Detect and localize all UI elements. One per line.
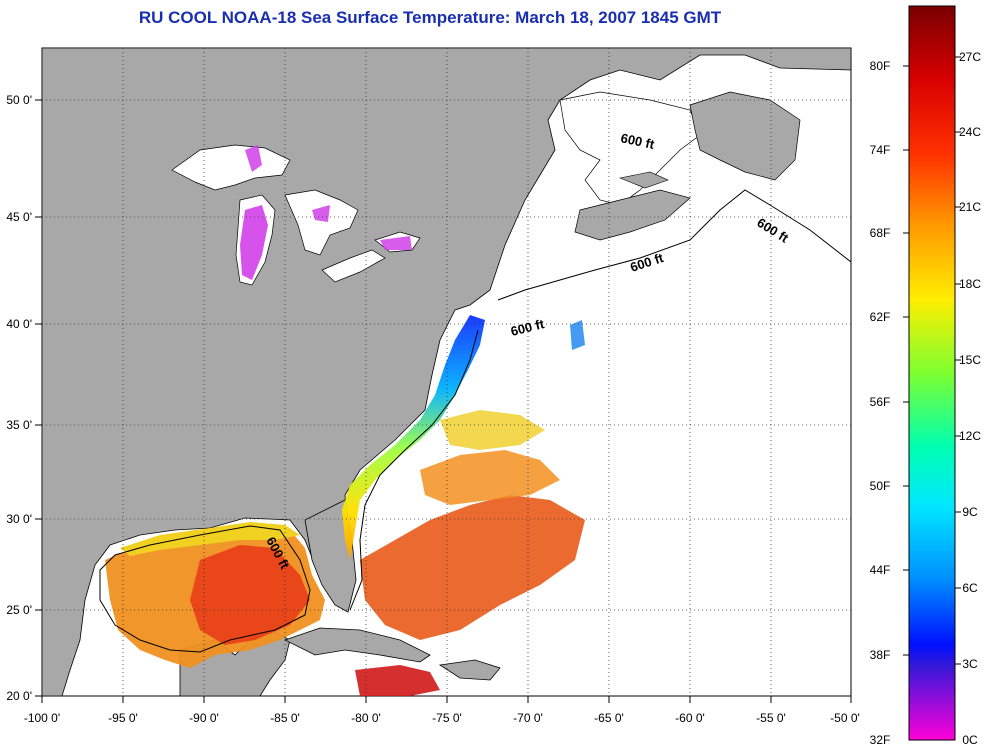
sst-yellow-patches [440,410,545,450]
sst-lake-ontario [380,236,412,250]
nova-scotia [574,189,691,241]
sst-gulf-north-shelf [120,522,300,556]
sst-caribbean-warm [355,665,440,696]
colorbar-f-label-50: 50F [870,479,891,493]
lat-label-25n: 25 0' [6,603,32,617]
sst-small-cold-patch [570,320,585,350]
sst-lake-huron [312,205,330,222]
colorbar-f-label-56: 56F [870,395,891,409]
lon-label-80w: -80 0' [351,711,381,725]
lat-label-35n: 35 0' [6,418,32,432]
map-title: RU COOL NOAA-18 Sea Surface Temperature:… [138,8,722,27]
map-layers [42,48,851,696]
colorbar-f-label-32: 32F [870,733,891,747]
colorbar-f-label-74: 74F [870,143,891,157]
lon-label-60w: -60 0' [675,711,705,725]
colorbar-c-label-27: 27C [959,50,981,64]
sst-sargasso-patches [420,450,560,505]
colorbar-ticks [903,56,961,665]
sst-gulf-warm-core [190,545,310,645]
lake-erie [321,249,386,283]
lon-label-50w: -50 0' [830,711,860,725]
graticule [42,48,851,696]
lat-label-30n: 30 0' [6,512,32,526]
colorbar-c-label-3: 3C [962,657,978,671]
isobath-600ft-gulf [99,525,311,653]
sst-gulf-stream [360,495,585,640]
colorbar-f-label-80: 80F [870,59,891,73]
lake-huron [284,189,359,256]
colorbar-c-label-18: 18C [959,277,981,291]
newfoundland [689,91,801,181]
colorbar-f-label-44: 44F [870,563,891,577]
lon-label-70w: -70 0' [513,711,543,725]
lon-label-100w: -100 0' [24,711,60,725]
cuba [283,627,431,663]
colorbar-c-label-24: 24C [959,125,981,139]
axis-ticks [35,99,852,703]
colorbar-f-label-68: 68F [870,226,891,240]
gulf-st-lawrence [559,91,701,206]
colorbar-c-label-15: 15C [959,353,981,367]
sst-lake-michigan [240,205,268,280]
lake-superior [171,144,291,191]
isobath-600ft-southeast [349,329,479,611]
colorbar-c-label-0: 0C [962,733,978,747]
colorbar [908,5,956,741]
lat-label-50n: 50 0' [6,93,32,107]
hispaniola [438,659,501,681]
colorbar-c-label-12: 12C [959,429,981,443]
colorbar-f-label-38: 38F [870,648,891,662]
colorbar-c-label-9: 9C [962,505,978,519]
pei [618,171,669,189]
lon-label-65w: -65 0' [594,711,624,725]
lon-label-90w: -90 0' [189,711,219,725]
lat-label-45n: 45 0' [6,210,32,224]
contour-label-600ft-1: 600 ft [619,130,656,152]
lon-label-75w: -75 0' [432,711,462,725]
lon-label-85w: -85 0' [270,711,300,725]
lon-label-95w: -95 0' [108,711,138,725]
lat-label-40n: 40 0' [6,317,32,331]
sst-lake-superior [245,145,262,172]
colorbar-f-label-62: 62F [870,310,891,324]
sst-coastal-band [342,315,485,560]
colorbar-c-label-6: 6C [962,581,978,595]
lat-label-20n: 20 0' [6,689,32,703]
colorbar-c-label-21: 21C [959,200,981,214]
lon-label-55w: -55 0' [756,711,786,725]
